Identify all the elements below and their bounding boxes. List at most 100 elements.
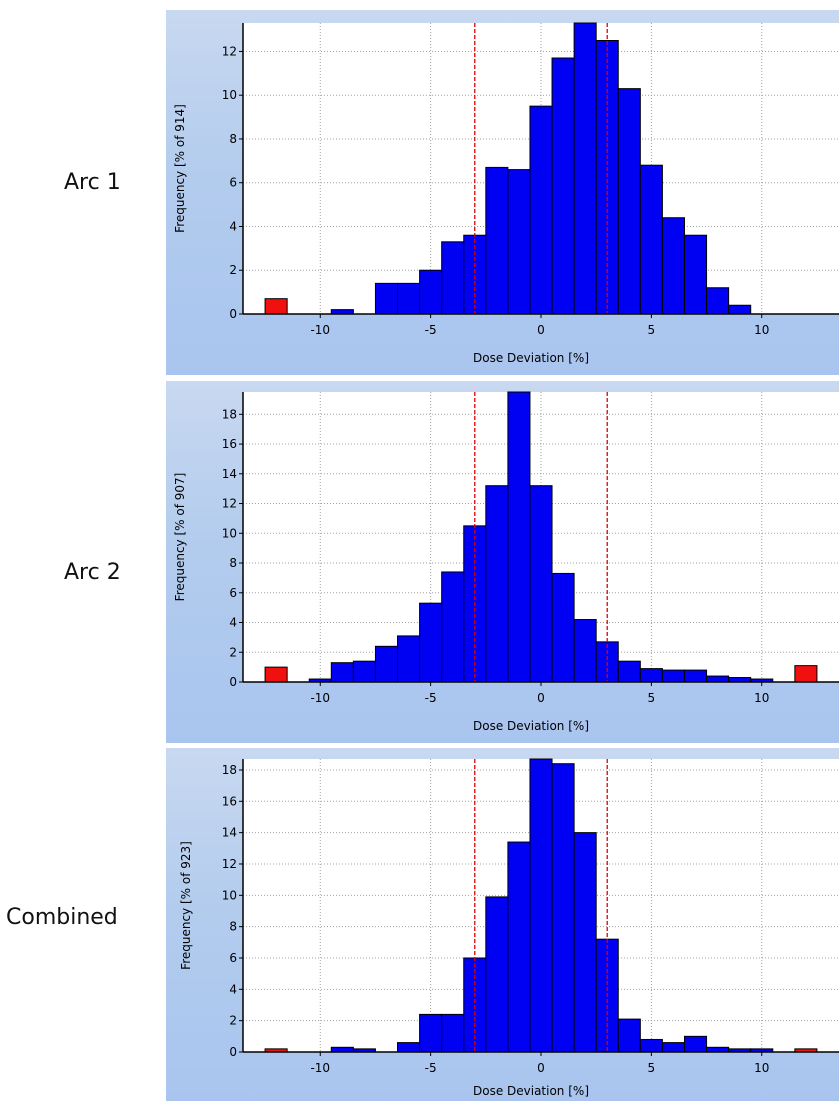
y-tick-label: 8 <box>229 920 237 934</box>
y-tick-label: 18 <box>222 763 237 777</box>
y-tick-label: 2 <box>229 645 237 659</box>
histogram-bar <box>683 1035 708 1053</box>
histogram-bar <box>551 572 575 683</box>
y-tick-label: 10 <box>222 888 237 902</box>
histogram-combined: 0 2 4 6 8 10 12 14 16 18 -10 -5 0 5 10 Dose Deviation [… <box>179 758 839 1098</box>
x-tick-label: -5 <box>425 1061 437 1075</box>
histogram-bar <box>639 1038 663 1053</box>
y-tick-label: 0 <box>229 307 237 321</box>
y-tick-label: 2 <box>229 1014 237 1028</box>
histogram-bar <box>551 57 575 315</box>
histogram-bar <box>397 635 421 683</box>
x-axis-title: Dose Deviation [%] <box>473 1084 589 1098</box>
y-tick-label: 4 <box>229 616 237 630</box>
x-tick-label: 0 <box>537 323 545 337</box>
y-tick-label: 4 <box>229 982 237 996</box>
y-tick-label: 6 <box>229 951 237 965</box>
x-tick-label: 5 <box>648 691 656 705</box>
outlier-bar <box>264 298 288 315</box>
y-tick-label: 6 <box>229 176 237 190</box>
histogram-bar <box>617 1018 641 1053</box>
histogram-bar <box>374 645 399 683</box>
y-axis-title: Frequency [% of 923] <box>179 841 193 970</box>
outlier-bar <box>264 666 288 683</box>
histogram-bar <box>485 896 509 1053</box>
histogram-arc-1: 0 2 4 6 8 10 12 -10 -5 0 5 10 Dose Deviation [%] Freq… <box>173 22 839 365</box>
y-tick-label: 0 <box>229 675 237 689</box>
histogram-bar <box>485 485 509 683</box>
y-tick-label: 16 <box>222 437 237 451</box>
histogram-bar <box>617 88 641 315</box>
histogram-bar <box>352 660 376 683</box>
histogram-bar <box>728 304 752 315</box>
y-axis-title: Frequency [% of 907] <box>173 473 187 602</box>
y-tick-label: 12 <box>222 497 237 511</box>
x-tick-label: -5 <box>425 323 437 337</box>
x-tick-label: 10 <box>754 1061 769 1075</box>
x-tick-label: 10 <box>754 691 769 705</box>
histogram-bar <box>661 1042 685 1053</box>
y-tick-label: 6 <box>229 586 237 600</box>
histogram-bar <box>573 22 597 315</box>
x-tick-label: 5 <box>648 1061 656 1075</box>
histogram-bar <box>573 832 597 1053</box>
histogram-bar <box>706 675 730 683</box>
y-tick-label: 14 <box>222 467 237 481</box>
histogram-bar <box>397 1042 421 1053</box>
histogram-bar <box>485 166 509 315</box>
row-label-arc-1: Arc 1 <box>64 170 121 195</box>
histogram-bar <box>706 287 730 315</box>
histogram-bar <box>683 669 708 683</box>
x-tick-label: 5 <box>648 323 656 337</box>
y-tick-label: 18 <box>222 407 237 421</box>
y-tick-label: 8 <box>229 132 237 146</box>
y-tick-label: 12 <box>222 44 237 58</box>
x-tick-label: -10 <box>310 1061 330 1075</box>
y-tick-label: 4 <box>229 219 237 233</box>
histogram-bar <box>661 669 685 683</box>
y-tick-label: 10 <box>222 526 237 540</box>
x-tick-label: 0 <box>537 691 545 705</box>
histogram-bar <box>330 662 354 683</box>
histogram-arc-2: 0 2 4 6 8 10 12 14 16 18 -10 -5 0 5 10 Dose Deviation [… <box>173 391 839 733</box>
x-tick-label: -10 <box>310 691 330 705</box>
histogram-bar <box>529 105 553 315</box>
histogram-bar <box>507 169 531 315</box>
histogram-bar <box>419 602 443 683</box>
y-tick-label: 10 <box>222 88 237 102</box>
outlier-bar <box>794 665 818 683</box>
x-tick-label: -5 <box>425 691 437 705</box>
row-label-combined: Combined <box>6 905 118 930</box>
chart-panel-arc-1: 0 2 4 6 8 10 12 -10 -5 0 5 10 Dose Deviation [%] Freq… <box>166 10 839 375</box>
x-axis-title: Dose Deviation [%] <box>473 719 589 733</box>
histogram-bar <box>683 234 708 315</box>
x-tick-label: 10 <box>754 323 769 337</box>
y-tick-label: 8 <box>229 556 237 570</box>
histogram-bar <box>507 841 531 1053</box>
histogram-bar <box>441 1013 465 1053</box>
histogram-bar <box>573 619 597 683</box>
y-axis-title: Frequency [% of 914] <box>173 104 187 233</box>
histogram-bar <box>617 660 641 683</box>
y-tick-label: 16 <box>222 794 237 808</box>
histogram-bar <box>639 164 663 315</box>
histogram-bar <box>661 217 685 315</box>
histogram-bar <box>551 763 575 1053</box>
y-tick-label: 12 <box>222 857 237 871</box>
chart-panel-arc-2: 0 2 4 6 8 10 12 14 16 18 -10 -5 0 5 10 Dose Deviation [… <box>166 381 839 743</box>
histogram-bar <box>374 282 399 315</box>
y-tick-label: 2 <box>229 263 237 277</box>
histogram-bar <box>529 758 553 1053</box>
histogram-bar <box>419 1013 443 1053</box>
histogram-bar <box>639 668 663 683</box>
chart-panel-combined: 0 2 4 6 8 10 12 14 16 18 -10 -5 0 5 10 Dose Deviation [… <box>166 748 839 1101</box>
x-tick-label: 0 <box>537 1061 545 1075</box>
histogram-bar <box>397 282 421 315</box>
y-tick-label: 0 <box>229 1045 237 1059</box>
x-tick-label: -10 <box>310 323 330 337</box>
x-axis-title: Dose Deviation [%] <box>473 351 589 365</box>
histogram-bar <box>419 269 443 315</box>
y-tick-label: 14 <box>222 826 237 840</box>
histogram-bar <box>441 241 465 315</box>
row-label-arc-2: Arc 2 <box>64 560 121 585</box>
